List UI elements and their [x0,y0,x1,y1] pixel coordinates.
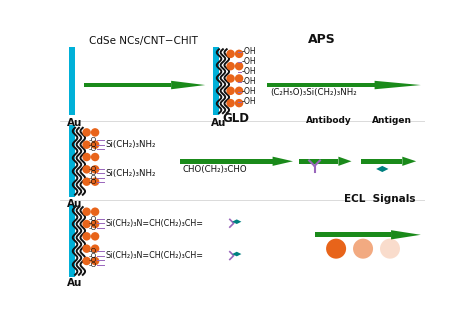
Polygon shape [374,81,421,89]
Bar [69,47,75,116]
Circle shape [91,140,100,149]
Circle shape [91,244,100,253]
Text: -O: -O [89,225,97,231]
Text: -OH: -OH [241,77,256,86]
Text: CdSe NCs/CNT−CHIT: CdSe NCs/CNT−CHIT [89,36,198,46]
Text: (C₂H₅O)₃Si(CH₂)₃NH₂: (C₂H₅O)₃Si(CH₂)₃NH₂ [270,88,356,97]
Text: -O: -O [89,257,97,263]
Text: -O: -O [89,146,97,152]
Circle shape [235,99,243,107]
Circle shape [82,220,91,228]
Circle shape [82,128,91,137]
Polygon shape [338,157,352,166]
Text: Au: Au [210,118,226,128]
Text: -O: -O [89,175,97,181]
Circle shape [91,128,100,137]
Text: -O: -O [89,220,97,226]
Circle shape [227,62,235,70]
Text: -OH: -OH [241,47,256,56]
Circle shape [235,87,243,95]
Bar [180,159,273,164]
Polygon shape [391,230,421,239]
Circle shape [91,165,100,174]
Text: -O: -O [89,252,97,259]
Circle shape [91,257,100,265]
Circle shape [227,99,235,107]
Text: ECL  Signals: ECL Signals [344,194,415,204]
Text: -OH: -OH [241,97,256,106]
Circle shape [82,177,91,186]
Circle shape [91,220,100,228]
Polygon shape [402,157,416,166]
Bar [69,126,75,197]
Circle shape [82,208,91,216]
Circle shape [82,244,91,253]
Bar [83,83,171,87]
Circle shape [82,165,91,174]
Bar [299,159,338,164]
Text: GLD: GLD [222,112,249,125]
Text: Si(CH₂)₃NH₂: Si(CH₂)₃NH₂ [105,169,155,178]
Circle shape [380,239,400,259]
Text: -O: -O [89,137,97,143]
Polygon shape [232,219,241,224]
Circle shape [235,50,243,58]
Text: Si(CH₂)₃NH₂: Si(CH₂)₃NH₂ [105,140,155,149]
Text: CHO(CH₂)₃CHO: CHO(CH₂)₃CHO [182,165,247,174]
Circle shape [227,74,235,83]
Bar [69,205,75,277]
Polygon shape [232,252,241,256]
Text: Si(CH₂)₃N=CH(CH₂)₃CH=: Si(CH₂)₃N=CH(CH₂)₃CH= [105,219,203,228]
Circle shape [235,74,243,83]
Circle shape [353,239,373,259]
Text: -OH: -OH [241,87,256,96]
Text: -O: -O [89,142,97,148]
Circle shape [82,140,91,149]
Circle shape [235,62,243,70]
Circle shape [82,257,91,265]
Bar [361,159,402,164]
Circle shape [82,153,91,161]
Circle shape [326,239,346,259]
Text: -OH: -OH [241,57,256,66]
Text: Au: Au [66,199,82,209]
Text: -O: -O [89,170,97,176]
Text: Au: Au [66,118,82,128]
Text: -O: -O [89,248,97,254]
Text: -O: -O [89,262,97,268]
Text: APS: APS [309,33,336,46]
Text: Antigen: Antigen [372,116,411,125]
Circle shape [82,232,91,241]
Polygon shape [171,81,205,89]
Text: -O: -O [89,165,97,171]
Text: Si(CH₂)₃N=CH(CH₂)₃CH=: Si(CH₂)₃N=CH(CH₂)₃CH= [105,251,203,260]
Polygon shape [273,157,293,166]
Bar [212,47,219,116]
Polygon shape [376,166,389,172]
Text: Au: Au [66,278,82,288]
Text: -OH: -OH [241,67,256,76]
Circle shape [91,153,100,161]
Text: -O: -O [89,216,97,222]
Text: Antibody: Antibody [306,116,351,125]
Circle shape [91,177,100,186]
Circle shape [91,208,100,216]
Bar [315,232,391,237]
Text: -O: -O [89,179,97,186]
Circle shape [227,50,235,58]
Bar [267,83,374,87]
Circle shape [227,87,235,95]
Circle shape [91,232,100,241]
